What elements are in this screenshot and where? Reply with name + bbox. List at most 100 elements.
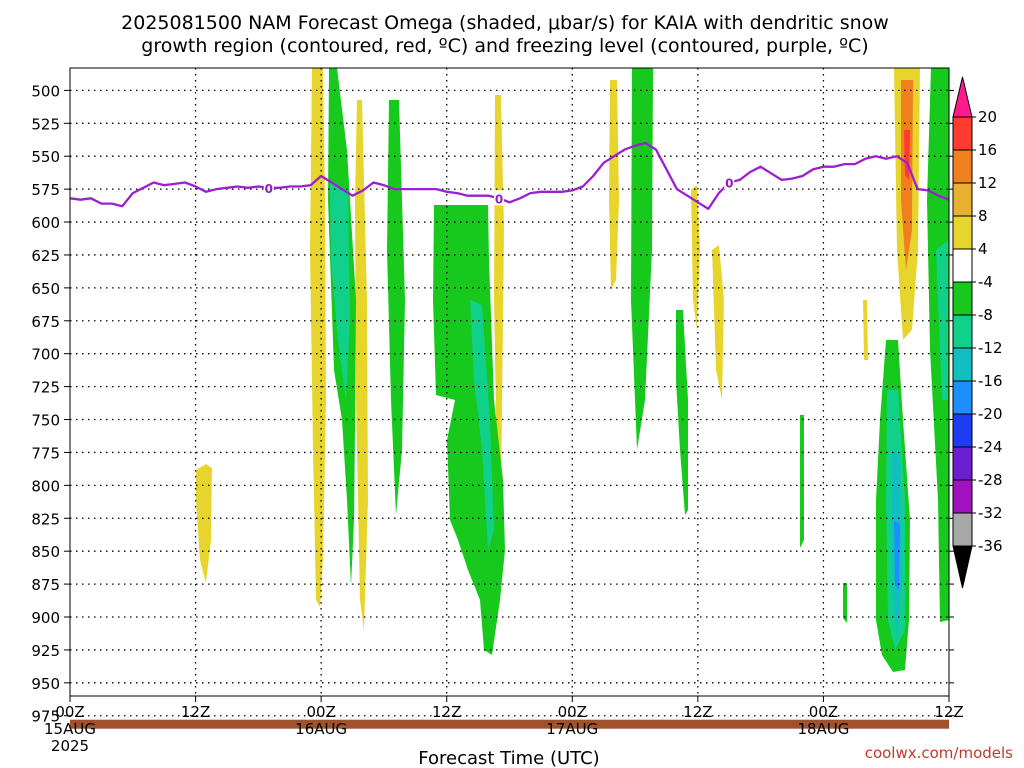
x-tick-date-label: 16AUG — [295, 720, 347, 738]
omega-green-band — [676, 310, 688, 515]
credit-text: coolwx.com/models — [865, 744, 1013, 762]
y-tick-label: 625 — [31, 247, 60, 265]
y-tick-label: 575 — [31, 181, 60, 199]
colorbar-level-label: 4 — [978, 240, 988, 258]
omega-green-band — [631, 68, 653, 450]
y-tick-label: 825 — [31, 510, 60, 528]
contour-label-bg — [724, 174, 735, 190]
y-tick-label: 775 — [31, 444, 60, 462]
omega-yellow-band — [196, 464, 212, 583]
omega-green-band — [387, 100, 405, 515]
omega-yellow-band — [712, 245, 724, 400]
omega-yellow-band — [355, 100, 368, 630]
colorbar-level-label: -4 — [978, 273, 993, 291]
colorbar-segment — [952, 182, 973, 217]
colorbar-level-label: -24 — [978, 438, 1003, 456]
y-tick-label: 975 — [31, 708, 60, 726]
y-tick-label: 500 — [31, 82, 60, 100]
colorbar-segment — [952, 248, 973, 283]
omega-blue-core — [894, 520, 900, 590]
y-tick-label: 800 — [31, 477, 60, 495]
x-tick-label: 12Z — [934, 703, 963, 721]
omega-teal-core — [470, 300, 494, 550]
colorbar-level-label: 12 — [978, 174, 997, 192]
colorbar-level-label: -8 — [978, 306, 993, 324]
y-tick-label: 700 — [31, 346, 60, 364]
y-tick-label: 650 — [31, 280, 60, 298]
y-tick-label: 525 — [31, 115, 60, 133]
omega-teal-core — [936, 240, 948, 400]
freezing-level-label: 0 — [725, 177, 733, 191]
y-tick-label: 925 — [31, 642, 60, 660]
y-tick-label: 675 — [31, 313, 60, 331]
colorbar-segment — [952, 446, 973, 481]
y-tick-label: 850 — [31, 543, 60, 561]
colorbar-level-label: 16 — [978, 141, 997, 159]
x-tick-label: 00Z — [55, 703, 84, 721]
x-axis-label: Forecast Time (UTC) — [418, 748, 599, 768]
y-tick-label: 875 — [31, 576, 60, 594]
x-tick-date-label: 17AUG — [546, 720, 598, 738]
y-tick-label: 950 — [31, 675, 60, 693]
colorbar-top-arrow — [952, 76, 973, 118]
colorbar-level-label: -28 — [978, 471, 1003, 489]
y-tick-label: 725 — [31, 379, 60, 397]
chart-title-line1: 2025081500 NAM Forecast Omega (shaded, μ… — [121, 12, 889, 34]
freezing-level-label: 0 — [265, 182, 273, 196]
x-tick-date-label: 18AUG — [797, 720, 849, 738]
colorbar-segment — [952, 149, 973, 184]
freezing-level-line — [69, 141, 950, 211]
x-tick-label: 00Z — [306, 703, 335, 721]
colorbar-bottom-arrow — [952, 545, 973, 589]
freezing-level-label: 0 — [495, 192, 503, 206]
colorbar-segment — [952, 281, 973, 316]
colorbar-level-label: -20 — [978, 405, 1003, 423]
x-tick-label: 00Z — [558, 703, 587, 721]
omega-green-band — [800, 415, 804, 548]
freezing-level-contour: 0 0 0 — [69, 141, 950, 211]
ground-terrain — [70, 719, 949, 729]
omega-yellow-band — [863, 300, 868, 360]
contour-label-bg — [494, 190, 505, 206]
chart-title-line2: growth region (contoured, red, ºC) and f… — [141, 35, 868, 57]
colorbar-segment — [952, 380, 973, 415]
omega-green-band — [927, 68, 949, 622]
omega-green-band — [433, 205, 505, 655]
colorbar-segment — [952, 314, 973, 349]
contour-label-bg — [263, 179, 274, 195]
omega-shading — [196, 68, 949, 672]
colorbar-segment — [952, 116, 973, 151]
x-tick-label: 00Z — [809, 703, 838, 721]
colorbar-level-label: -32 — [978, 504, 1003, 522]
x-tick-label: 12Z — [432, 703, 461, 721]
y-tick-label: 900 — [31, 609, 60, 627]
plot-frame — [69, 67, 950, 697]
omega-yellow-band — [310, 68, 326, 607]
colorbar-segment — [952, 413, 973, 448]
omega-yellow-band — [691, 185, 700, 330]
x-tick-date-label: 15AUG — [44, 720, 96, 738]
colorbar-segment — [952, 479, 973, 514]
x-tick-label: 12Z — [683, 703, 712, 721]
colorbar: 20 16 12 8 4 -4 -8 -12 -16 -20 -24 -28 -32 -36 — [952, 76, 1003, 589]
colorbar-segment — [952, 512, 973, 547]
omega-yellow-band — [609, 80, 619, 290]
colorbar-level-label: 8 — [978, 207, 988, 225]
colorbar-level-label: -16 — [978, 372, 1003, 390]
plot-background — [70, 68, 949, 696]
colorbar-level-label: 20 — [978, 108, 997, 126]
x-tick-year-label: 2025 — [51, 737, 89, 755]
colorbar-level-label: -12 — [978, 339, 1003, 357]
y-tick-label: 750 — [31, 412, 60, 430]
plot-area: 0 0 0 — [69, 67, 950, 729]
y-tick-label: 550 — [31, 148, 60, 166]
x-tick-label: 12Z — [181, 703, 210, 721]
omega-green-band — [843, 583, 847, 623]
colorbar-level-label: -36 — [978, 537, 1003, 555]
y-tick-label: 600 — [31, 214, 60, 232]
colorbar-segment — [952, 347, 973, 382]
grid-lines — [70, 68, 949, 717]
colorbar-segment — [952, 215, 973, 250]
